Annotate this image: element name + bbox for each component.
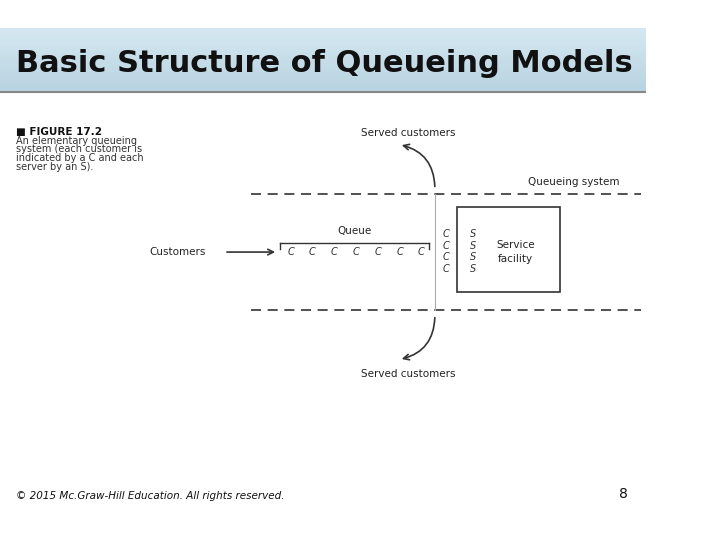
Bar <box>0 70 646 72</box>
Bar <box>0 45 646 47</box>
Text: Queue: Queue <box>337 226 372 236</box>
Bar <box>0 40 646 43</box>
Text: indicated by a C and each: indicated by a C and each <box>16 153 144 164</box>
Text: S: S <box>470 241 477 251</box>
Text: C: C <box>442 241 449 251</box>
Text: Service
facility: Service facility <box>496 240 535 264</box>
Bar <box>0 43 646 45</box>
Bar <box>0 53 646 55</box>
Text: Served customers: Served customers <box>361 369 455 379</box>
Text: C: C <box>309 247 315 257</box>
Bar <box>0 74 646 76</box>
Bar <box>0 32 646 34</box>
Text: © 2015 Mc.Graw-Hill Education. All rights reserved.: © 2015 Mc.Graw-Hill Education. All right… <box>16 491 284 501</box>
Bar <box>457 207 560 293</box>
Text: S: S <box>470 229 477 239</box>
Bar <box>0 62 646 64</box>
Bar <box>0 82 646 84</box>
Text: An elementary queueing: An elementary queueing <box>16 136 137 145</box>
Text: Queueing system: Queueing system <box>528 177 620 187</box>
Text: C: C <box>442 264 449 274</box>
Text: S: S <box>470 252 477 262</box>
Text: C: C <box>330 247 338 257</box>
Text: Basic Structure of Queueing Models: Basic Structure of Queueing Models <box>16 49 633 78</box>
Text: C: C <box>287 247 294 257</box>
Text: server by an S).: server by an S). <box>16 163 94 172</box>
Bar <box>0 51 646 53</box>
Bar <box>0 80 646 82</box>
Text: Served customers: Served customers <box>361 128 455 138</box>
Bar <box>0 89 646 91</box>
Bar <box>0 76 646 78</box>
Bar <box>0 49 646 51</box>
Bar <box>0 36 646 38</box>
Bar <box>0 72 646 74</box>
Bar <box>0 55 646 57</box>
Text: ■ FIGURE 17.2: ■ FIGURE 17.2 <box>16 126 102 137</box>
Text: C: C <box>418 247 425 257</box>
Bar <box>0 57 646 59</box>
Text: C: C <box>353 247 359 257</box>
Bar <box>0 78 646 80</box>
Bar <box>0 65 646 68</box>
Text: C: C <box>442 229 449 239</box>
Bar <box>0 47 646 49</box>
Bar <box>0 34 646 36</box>
Text: Customers: Customers <box>150 247 206 257</box>
Bar <box>0 30 646 32</box>
Bar <box>0 86 646 89</box>
Bar <box>0 28 646 91</box>
Bar <box>0 68 646 70</box>
Text: system (each customer is: system (each customer is <box>16 145 143 154</box>
Text: C: C <box>374 247 381 257</box>
Text: 8: 8 <box>618 487 628 501</box>
Bar <box>0 38 646 40</box>
Bar <box>0 59 646 62</box>
Bar <box>0 84 646 86</box>
Text: C: C <box>396 247 403 257</box>
Text: C: C <box>442 252 449 262</box>
Bar <box>0 28 646 30</box>
Text: S: S <box>470 264 477 274</box>
Bar <box>0 64 646 65</box>
